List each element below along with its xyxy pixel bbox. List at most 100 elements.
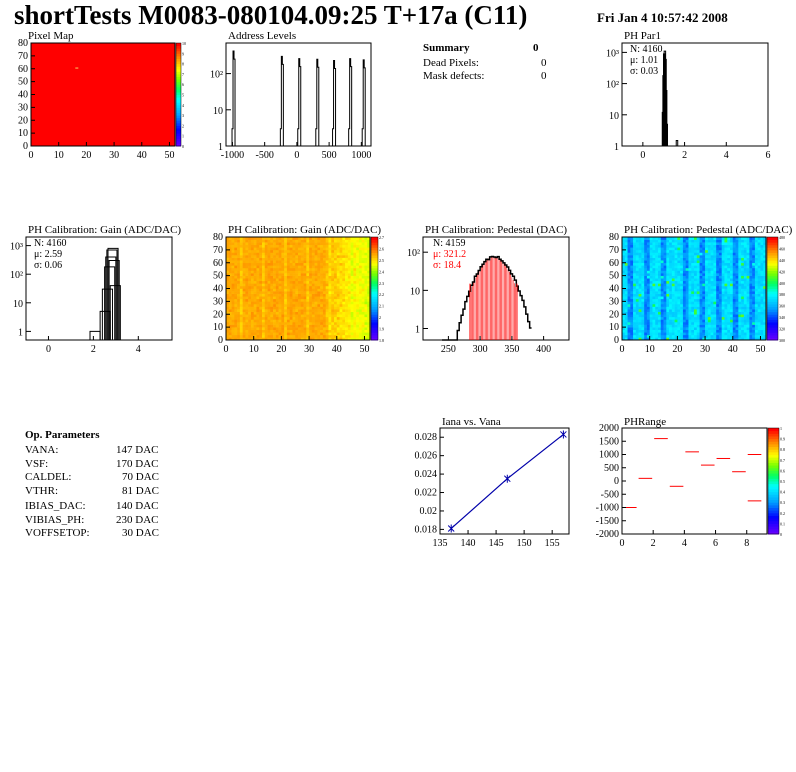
heatmap-cell: [638, 237, 642, 240]
heatmap-cell: [273, 252, 277, 256]
color-scale-label: 8: [182, 62, 184, 67]
y-tick-label: -1500: [596, 516, 619, 527]
heatmap-cell: [752, 273, 756, 276]
data-point: [503, 474, 511, 483]
heatmap-cell: [322, 257, 326, 261]
heatmap-cell: [680, 267, 684, 271]
heatmap-cell: [259, 296, 263, 300]
heatmap-cell: [738, 288, 742, 292]
heatmap-cell: [727, 270, 731, 274]
heatmap-cell: [342, 329, 346, 333]
heatmap-cell: [694, 319, 698, 323]
heatmap-cell: [275, 247, 279, 251]
color-scale-cell: [767, 337, 778, 341]
heatmap-cell: [699, 273, 703, 276]
heatmap-cell: [256, 298, 260, 302]
heatmap-cell: [292, 278, 296, 282]
heatmap-cell: [663, 255, 667, 258]
heatmap-cell: [630, 262, 634, 266]
heatmap-cell: [730, 280, 734, 284]
heatmap-cell: [314, 247, 318, 251]
stats-n: N: 4159: [433, 238, 466, 249]
heatmap-cell: [716, 332, 720, 336]
heatmap-cell: [317, 303, 321, 307]
heatmap-cell: [680, 306, 684, 310]
heatmap-cell: [248, 306, 252, 310]
heatmap-cell: [295, 298, 299, 302]
heatmap-cell: [735, 270, 739, 274]
heatmap-cell: [256, 319, 260, 323]
heatmap-cell: [300, 262, 304, 266]
heatmap-cell: [735, 337, 739, 341]
heatmap-cell: [682, 291, 686, 294]
heatmap-cell: [754, 242, 758, 246]
heatmap-cell: [685, 260, 689, 264]
color-scale-cell: [371, 237, 378, 241]
heatmap-cell: [644, 303, 648, 307]
heatmap-cell: [644, 327, 648, 330]
heatmap-cell: [342, 293, 346, 297]
heatmap-cell: [298, 324, 302, 328]
heatmap-cell: [298, 242, 302, 246]
heatmap-cell: [730, 327, 734, 330]
heatmap-cell: [691, 316, 695, 320]
heatmap-cell: [353, 242, 357, 246]
heatmap-cell: [273, 278, 277, 282]
heatmap-cell: [320, 242, 324, 246]
heatmap-cell: [718, 319, 722, 323]
heatmap-cell: [677, 311, 681, 315]
heatmap-cell: [334, 334, 338, 338]
heatmap-cell: [298, 247, 302, 251]
heatmap-cell: [309, 249, 313, 253]
heatmap-cell: [242, 298, 246, 302]
heatmap-cell: [760, 306, 764, 310]
heatmap-cell: [724, 298, 728, 302]
heatmap-cell: [743, 255, 747, 258]
heatmap-cell: [752, 291, 756, 294]
heatmap-cell: [669, 239, 673, 243]
heatmap-cell: [262, 293, 266, 297]
heatmap-cell: [743, 293, 747, 297]
heatmap-cell: [649, 291, 653, 294]
heatmap-cell: [721, 247, 725, 251]
heatmap-cell: [289, 239, 293, 243]
heatmap-cell: [732, 237, 736, 240]
heatmap-cell: [311, 257, 315, 261]
heatmap-cell: [242, 278, 246, 282]
heatmap-cell: [309, 270, 313, 274]
heatmap-cell: [284, 252, 288, 256]
heatmap-cell: [356, 301, 360, 305]
heatmap-cell: [644, 319, 648, 323]
heatmap-cell: [328, 301, 332, 305]
heatmap-cell: [746, 327, 750, 330]
heatmap-cell: [660, 260, 664, 264]
histogram-bin: [105, 256, 117, 340]
heatmap-cell: [658, 324, 662, 328]
heatmap-cell: [250, 265, 254, 269]
heatmap-cell: [353, 267, 357, 271]
heatmap-cell: [320, 270, 324, 274]
heatmap-cell: [735, 311, 739, 315]
heatmap-cell: [699, 260, 703, 264]
heatmap-cell: [334, 311, 338, 315]
heatmap-cell: [273, 314, 277, 318]
heatmap-cell: [688, 239, 692, 243]
heatmap-cell: [267, 314, 271, 318]
heatmap-cell: [652, 329, 656, 333]
color-scale-cell: [767, 314, 778, 318]
color-scale-cell: [176, 104, 181, 108]
heatmap-cell: [336, 262, 340, 266]
heatmap-cell: [702, 257, 706, 261]
heatmap-cell: [275, 288, 279, 292]
heatmap-cell: [732, 298, 736, 302]
heatmap-cell: [644, 283, 648, 287]
heatmap-cell: [688, 291, 692, 294]
heatmap-cell: [735, 239, 739, 243]
heatmap-cell: [345, 247, 349, 251]
heatmap-cell: [691, 334, 695, 338]
heatmap-cell: [730, 239, 734, 243]
heatmap-cell: [250, 280, 254, 284]
y-tick-label: 70: [609, 245, 619, 256]
heatmap-cell: [292, 255, 296, 258]
heatmap-cell: [724, 244, 728, 248]
